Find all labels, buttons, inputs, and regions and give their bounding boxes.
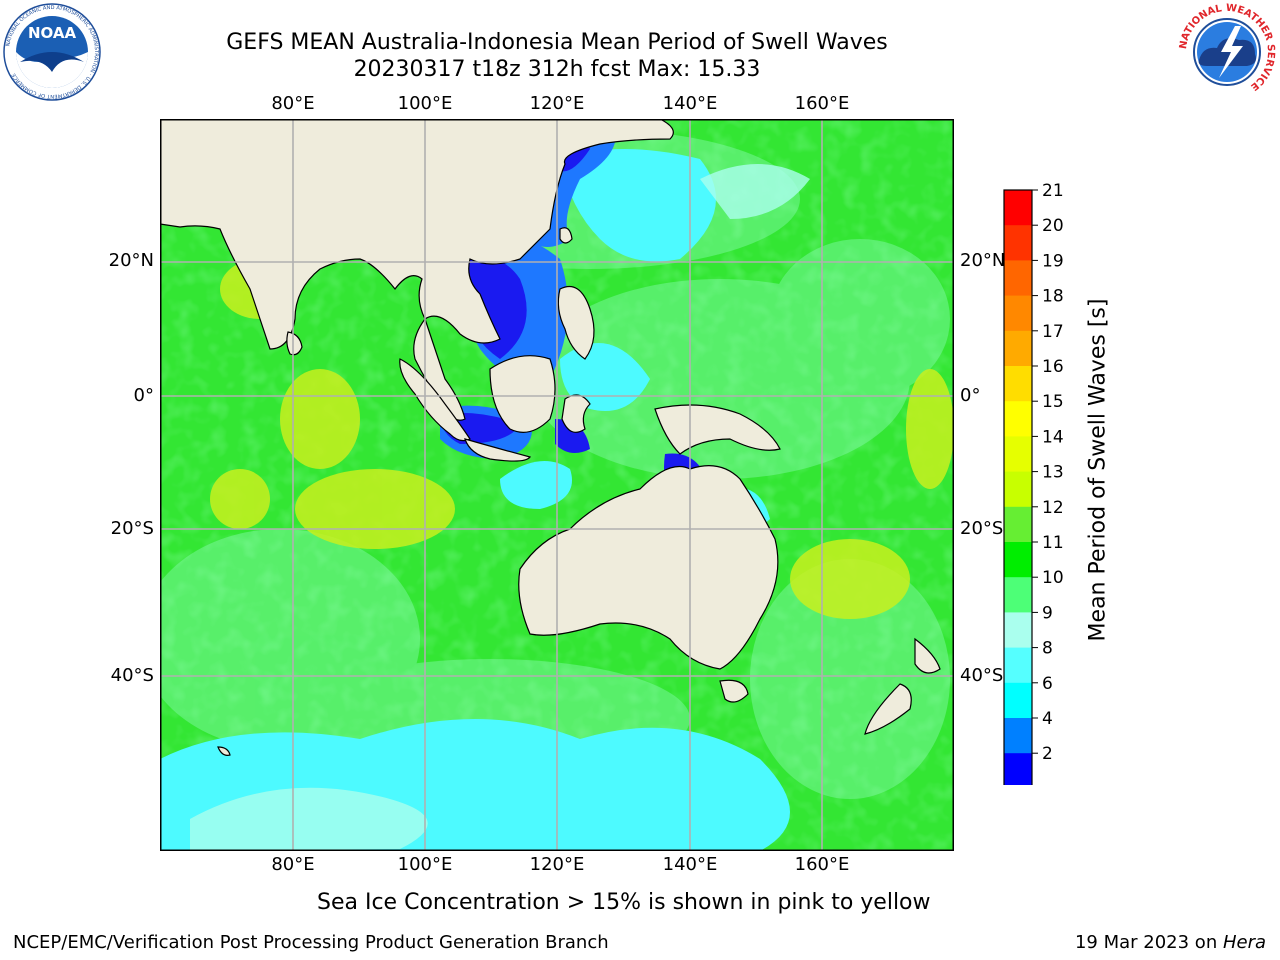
lon-label-bottom-80e: 80°E — [271, 854, 315, 875]
lon-label-bottom-120e: 120°E — [529, 854, 585, 875]
colorbar-tick-label: 9 — [1042, 603, 1053, 623]
lon-label-top-120e: 120°E — [529, 93, 585, 114]
colorbar-segment — [1004, 260, 1032, 297]
sri-lanka — [286, 331, 303, 356]
lon-label-bottom-140e: 140°E — [662, 854, 718, 875]
sumatra — [399, 358, 471, 442]
map-frame — [160, 119, 954, 851]
footer-credit: NCEP/EMC/Verification Post Processing Pr… — [13, 932, 609, 953]
colorbar-tick-label: 10 — [1042, 568, 1064, 588]
colorbar-segment — [1004, 682, 1032, 719]
colorbar-tick-label: 8 — [1042, 639, 1053, 659]
lat-label-left-20n: 20°N — [108, 250, 154, 271]
colorbar-segment — [1004, 471, 1032, 508]
footer-date-text: 19 Mar 2023 on — [1074, 932, 1223, 953]
lat-label-right-0: 0° — [960, 385, 981, 406]
chart-title: GEFS MEAN Australia-Indonesia Mean Perio… — [226, 30, 888, 55]
footer-host: Hera — [1222, 932, 1266, 953]
colorbar-segment — [1004, 436, 1032, 473]
colorbar-segment — [1004, 295, 1032, 332]
colorbar-tick-label: 17 — [1042, 322, 1064, 342]
lon-label-top-100e: 100°E — [397, 93, 453, 114]
swell-period-map — [160, 119, 954, 851]
colorbar-segment — [1004, 366, 1032, 402]
australia — [518, 465, 779, 670]
colorbar-label: Mean Period of Swell Waves [s] — [1085, 298, 1111, 642]
lat-label-left-0: 0° — [133, 385, 154, 406]
asia-mainland — [160, 119, 674, 350]
lon-label-top-80e: 80°E — [271, 93, 315, 114]
colorbar-tick-label: 2 — [1042, 744, 1053, 764]
lon-label-bottom-160e: 160°E — [794, 854, 850, 875]
lat-label-right-20s: 20°S — [960, 518, 1004, 539]
new-zealand-south — [864, 683, 912, 735]
taiwan — [559, 227, 573, 244]
colorbar-segment — [1004, 647, 1032, 684]
graticule — [160, 119, 954, 851]
new-guinea — [654, 404, 781, 455]
colorbar-segment — [1004, 401, 1032, 437]
colorbar: 21 20 19 18 17 16 15 14 13 12 11 10 9 8 6 4 2 — [1003, 181, 1064, 785]
colorbar-tick-label: 12 — [1042, 498, 1064, 518]
colorbar-tick-label: 16 — [1042, 357, 1064, 377]
colorbar-segment — [1004, 225, 1032, 261]
noaa-logo: NOAA NATIONAL OCEANIC AND ATMOSPHERIC AD… — [3, 3, 101, 101]
lat-label-left-20s: 20°S — [110, 518, 154, 539]
lat-label-left-40s: 40°S — [110, 665, 154, 686]
colorbar-tick-label: 13 — [1042, 463, 1064, 483]
colorbar-tick-label: 15 — [1042, 392, 1064, 412]
light-cyan-swell-zones — [190, 164, 810, 851]
colorbar-tick-label: 19 — [1042, 251, 1064, 271]
colorbar-tick-label: 21 — [1042, 181, 1064, 201]
sea-ice-note: Sea Ice Concentration > 15% is shown in … — [317, 890, 931, 915]
colorbar-frame — [1003, 189, 1033, 785]
nws-logo: NATIONAL WEATHER SERVICE — [1178, 3, 1276, 99]
land-masses — [160, 119, 941, 756]
colorbar-segment — [1004, 330, 1032, 367]
chart-subtitle: 20230317 t18z 312h fcst Max: 15.33 — [353, 57, 761, 82]
colorbar-tick-label: 18 — [1042, 287, 1064, 307]
colorbar-tick-label: 4 — [1042, 709, 1053, 729]
colorbar-tick-label: 20 — [1042, 216, 1064, 236]
new-zealand-north — [914, 637, 941, 674]
borneo — [489, 355, 556, 433]
java — [464, 438, 531, 462]
colorbar-tick-label: 11 — [1042, 533, 1064, 553]
philippines — [557, 285, 595, 360]
colorbar-tick-label: 14 — [1042, 427, 1064, 447]
colorbar-segment — [1004, 577, 1032, 613]
noaa-text: NOAA — [28, 24, 77, 42]
lon-label-top-160e: 160°E — [794, 93, 850, 114]
lat-label-right-20n: 20°N — [960, 250, 1006, 271]
colorbar-segment — [1004, 753, 1032, 785]
footer-date: 19 Mar 2023 on Hera — [1075, 932, 1266, 953]
colorbar-tick-label: 6 — [1042, 674, 1053, 694]
colorbar-segment — [1004, 718, 1032, 754]
tasmania — [719, 679, 749, 703]
lon-label-bottom-100e: 100°E — [397, 854, 453, 875]
colorbar-segment — [1004, 612, 1032, 649]
colorbar-segment — [1004, 542, 1032, 578]
lon-label-top-140e: 140°E — [662, 93, 718, 114]
colorbar-segment — [1004, 506, 1032, 543]
lat-label-right-40s: 40°S — [960, 665, 1004, 686]
colorbar-segment — [1004, 190, 1032, 226]
kerguelen — [217, 746, 231, 756]
